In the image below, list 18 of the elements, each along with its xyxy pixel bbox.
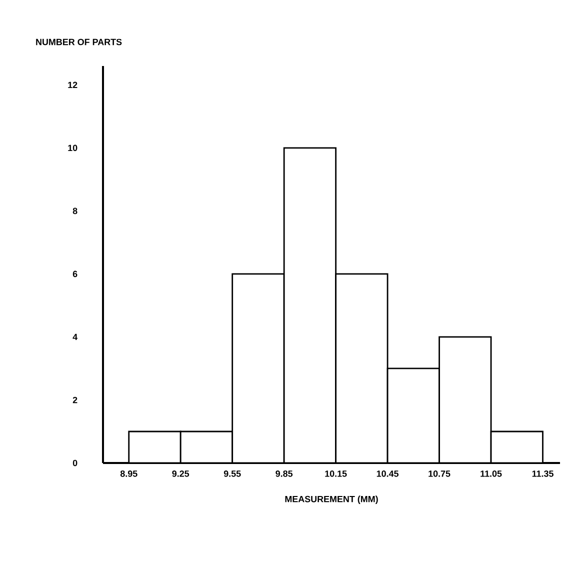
x-tick-label: 9.55 xyxy=(224,470,241,477)
y-tick-label: 12 xyxy=(68,82,78,88)
y-tick-label: 8 xyxy=(72,208,78,214)
y-tick-label: 2 xyxy=(72,396,78,404)
x-tick-label: 10.45 xyxy=(376,470,399,477)
x-tick-label: 10.75 xyxy=(428,470,450,477)
x-axis-title: MEASUREMENT (MM) xyxy=(285,496,378,504)
y-axis-title: NUMBER OF PARTS xyxy=(36,38,122,46)
y-tick-label: 10 xyxy=(68,144,78,152)
x-tick-label: 8.95 xyxy=(120,470,138,477)
x-tick-label: 10.15 xyxy=(325,470,347,477)
x-tick-label: 11.05 xyxy=(480,470,502,477)
x-tick-label: 11.35 xyxy=(532,470,554,477)
y-tick-label: 0 xyxy=(72,460,78,466)
y-tick-label: 6 xyxy=(72,270,78,278)
x-tick-label: 9.85 xyxy=(276,470,293,477)
x-tick-label: 9.25 xyxy=(172,470,190,477)
y-tick-label: 4 xyxy=(72,334,78,340)
